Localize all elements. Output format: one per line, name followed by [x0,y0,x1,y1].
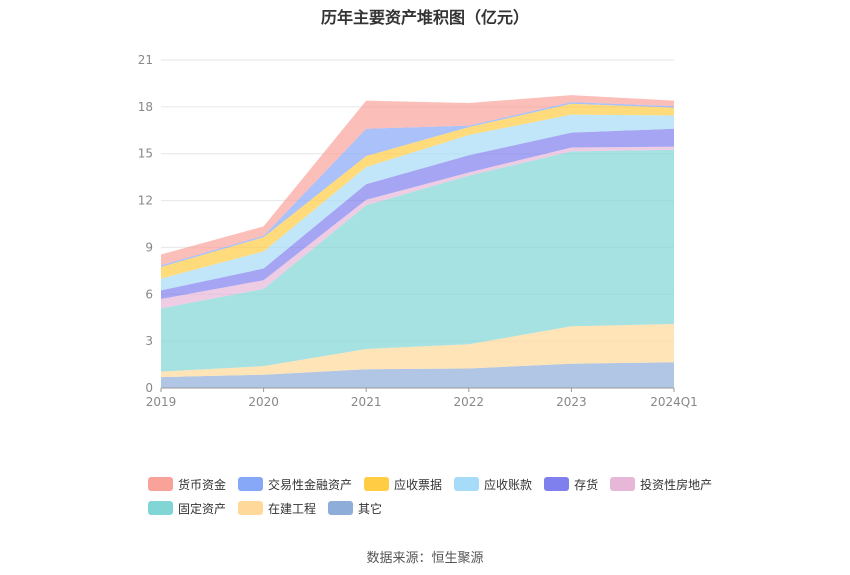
legend-swatch [364,477,390,491]
x-tick-label: 2020 [248,395,279,409]
area-series-4 [161,146,674,309]
legend-item[interactable]: 交易性金融资产 [238,476,352,493]
legend-item[interactable]: 投资性房地产 [610,476,712,493]
x-tick-label: 2023 [556,395,587,409]
legend-item[interactable]: 应收账款 [454,476,532,493]
y-tick-label: 3 [145,334,153,348]
legend-swatch [544,477,570,491]
legend-label: 固定资产 [178,501,227,516]
area-series-1 [161,362,674,388]
legend-label: 投资性房地产 [640,477,713,492]
legend-item[interactable]: 应收票据 [364,476,442,493]
y-tick-label: 0 [145,381,153,395]
legend-swatch [610,477,636,491]
area-series-8 [161,102,674,267]
legend-item[interactable]: 其它 [328,500,382,517]
stacked-area-chart: 0 3 6 9 12 15 18 21 2019 2020 2021 2022 2023 2024Q1 [138,53,698,409]
legend-label: 其它 [358,501,383,516]
area-series-3 [161,149,674,372]
legend-label: 交易性金融资产 [268,477,353,492]
legend-label: 货币资金 [178,477,227,492]
area-series-7 [161,103,674,279]
data-source: 数据来源：恒生聚源 [366,551,484,566]
legend-item[interactable]: 货币资金 [148,476,226,493]
legend-swatch [328,501,354,515]
area-series-5 [161,128,674,299]
legend-item[interactable]: 固定资产 [148,500,226,517]
area-series-2 [161,323,674,378]
legend-label: 应收票据 [394,477,443,492]
legend-item[interactable]: 在建工程 [238,500,316,517]
y-tick-label: 21 [138,53,153,67]
legend-label: 存货 [574,477,599,492]
x-tick-label: 2022 [454,395,485,409]
x-tick-label: 2024Q1 [650,395,698,409]
chart-title: 历年主要资产堆积图（亿元） [320,8,529,27]
y-tick-label: 9 [145,240,153,254]
chart-legend: 货币资金 交易性金融资产 应收票据 应收账款 存货 投资性房地产 固定资产 在建工程 其它 [148,472,748,520]
legend-swatch [238,501,264,515]
y-tick-label: 6 [145,287,153,301]
x-tick-label: 2019 [146,395,177,409]
legend-swatch [454,477,480,491]
legend-swatch [238,477,264,491]
legend-label: 在建工程 [268,501,317,516]
legend-swatch [148,477,173,491]
y-tick-label: 18 [138,100,153,114]
legend-row-2: 固定资产 在建工程 其它 [148,496,748,520]
area-series-6 [161,114,674,291]
y-tick-label: 12 [138,194,153,208]
x-tick-label: 2021 [351,395,382,409]
legend-label: 应收账款 [484,477,533,492]
legend-swatch [148,501,173,515]
area-series-9 [161,95,674,266]
legend-item[interactable]: 存货 [544,476,598,493]
legend-row-1: 货币资金 交易性金融资产 应收票据 应收账款 存货 投资性房地产 [148,472,748,496]
y-tick-label: 15 [138,147,153,161]
